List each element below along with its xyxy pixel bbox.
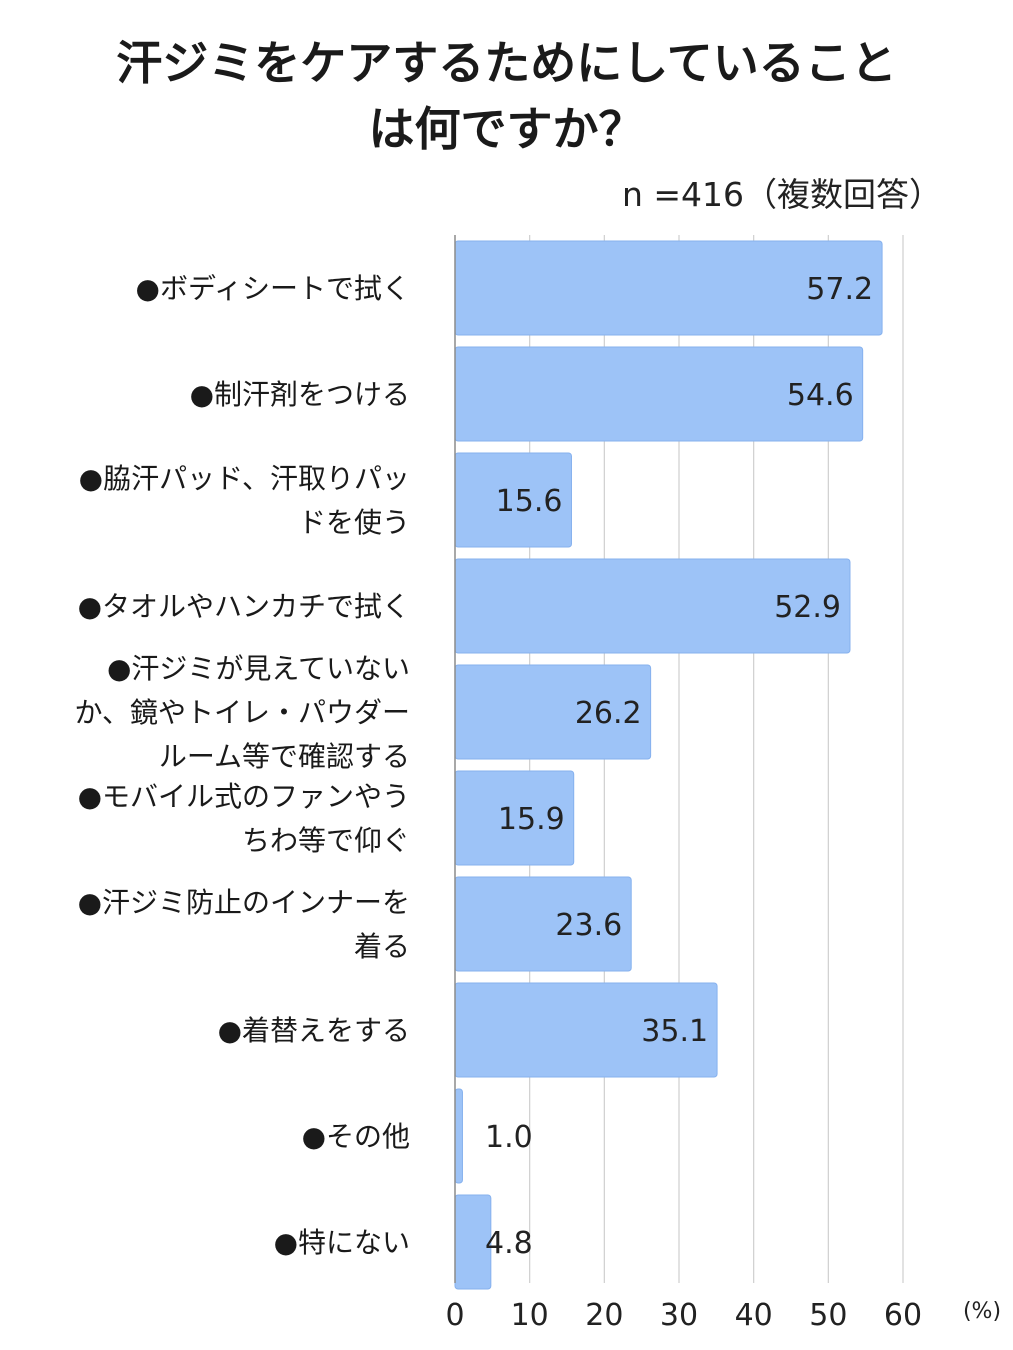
x-tick-label: 0 xyxy=(445,1298,464,1333)
category-label-line: ●制汗剤をつける xyxy=(190,378,410,411)
category-label-line: ●汗ジミ防止のインナーを xyxy=(78,886,410,919)
x-tick-label: 20 xyxy=(585,1298,623,1333)
value-label: 1.0 xyxy=(485,1120,533,1155)
value-label: 15.9 xyxy=(498,802,565,837)
sample-size-note: n =416（複数回答） xyxy=(622,175,943,214)
category-label: ●タオルやハンカチで拭く xyxy=(78,590,410,623)
x-tick-label: 50 xyxy=(809,1298,847,1333)
category-label-line: ちわ等で仰ぐ xyxy=(242,824,410,857)
category-label: ●ボディシートで拭く xyxy=(136,272,410,305)
category-label-line: ●特にない xyxy=(274,1226,410,1259)
chart-title-line-2: は何ですか？ xyxy=(368,102,645,156)
bar xyxy=(454,1088,463,1184)
category-label: ●その他 xyxy=(302,1120,410,1153)
value-label: 35.1 xyxy=(641,1014,708,1049)
value-label: 57.2 xyxy=(806,272,873,307)
chart-title: 汗ジミをケアするためにしていること は何ですか？ xyxy=(0,30,1013,162)
category-label-line: ●タオルやハンカチで拭く xyxy=(78,590,410,623)
category-label: ●汗ジミが見えていないか、鏡やトイレ・パウダールーム等で確認する xyxy=(75,652,410,773)
value-label: 23.6 xyxy=(555,908,622,943)
category-label-line: ●その他 xyxy=(302,1120,410,1153)
category-label: ●汗ジミ防止のインナーを着る xyxy=(78,886,410,963)
category-label-line: ルーム等で確認する xyxy=(159,740,410,773)
category-label-line: ドを使う xyxy=(298,506,410,539)
x-tick-label: 60 xyxy=(884,1298,922,1333)
value-label: 52.9 xyxy=(774,590,841,625)
category-label: ●特にない xyxy=(274,1226,410,1259)
category-label: ●制汗剤をつける xyxy=(190,378,410,411)
category-label-line: ●汗ジミが見えていない xyxy=(107,652,410,685)
x-tick-label: 30 xyxy=(660,1298,698,1333)
category-label: ●モバイル式のファンやうちわ等で仰ぐ xyxy=(78,780,410,857)
value-label: 26.2 xyxy=(575,696,642,731)
category-label-line: か、鏡やトイレ・パウダー xyxy=(75,696,410,729)
category-label: ●脇汗パッド、汗取りパッドを使う xyxy=(79,462,410,539)
x-unit-label: (%) xyxy=(963,1299,1001,1324)
category-label: ●着替えをする xyxy=(218,1014,410,1047)
category-label-line: ●着替えをする xyxy=(218,1014,410,1047)
category-label-line: ●ボディシートで拭く xyxy=(136,272,410,305)
category-label-line: 着る xyxy=(354,930,410,963)
category-label-line: ●モバイル式のファンやう xyxy=(78,780,410,813)
x-tick-label: 10 xyxy=(511,1298,549,1333)
x-tick-label: 40 xyxy=(735,1298,773,1333)
value-label: 54.6 xyxy=(787,378,854,413)
chart-title-line-1: 汗ジミをケアするためにしていること xyxy=(116,36,897,90)
value-label: 15.6 xyxy=(496,484,563,519)
category-label-line: ●脇汗パッド、汗取りパッ xyxy=(79,462,410,495)
value-label: 4.8 xyxy=(485,1226,533,1261)
